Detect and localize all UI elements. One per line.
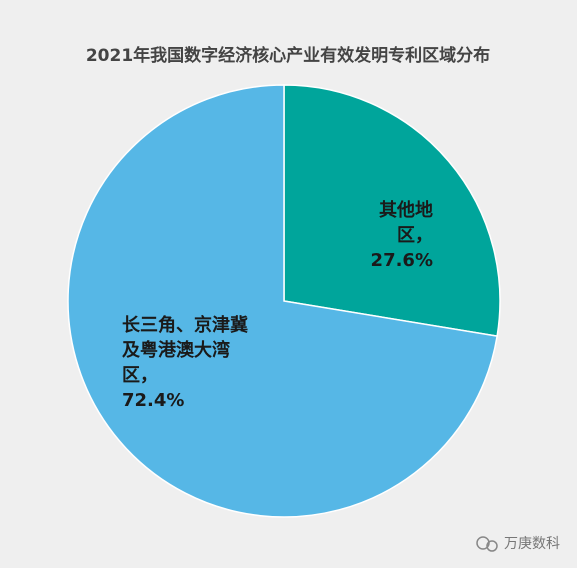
watermark: 万庚数科 (504, 536, 560, 552)
watermark-icon (476, 536, 498, 552)
category-label: 长三角、京津冀及粤港澳大湾区， (122, 315, 248, 386)
slice (283, 84, 501, 337)
category-label: 其他地区， (379, 200, 433, 246)
slice (67, 84, 498, 518)
slice-label: 其他地区， 27.6% (345, 198, 433, 273)
slices (67, 84, 501, 518)
chart-title: 2021年我国数字经济核心产业有效发明专利区域分布 (86, 45, 490, 66)
value-label: 27.6% (370, 250, 433, 271)
slice-label: 长三角、京津冀及粤港澳大湾区， 72.4% (122, 313, 252, 413)
value-label: 72.4% (122, 390, 185, 411)
